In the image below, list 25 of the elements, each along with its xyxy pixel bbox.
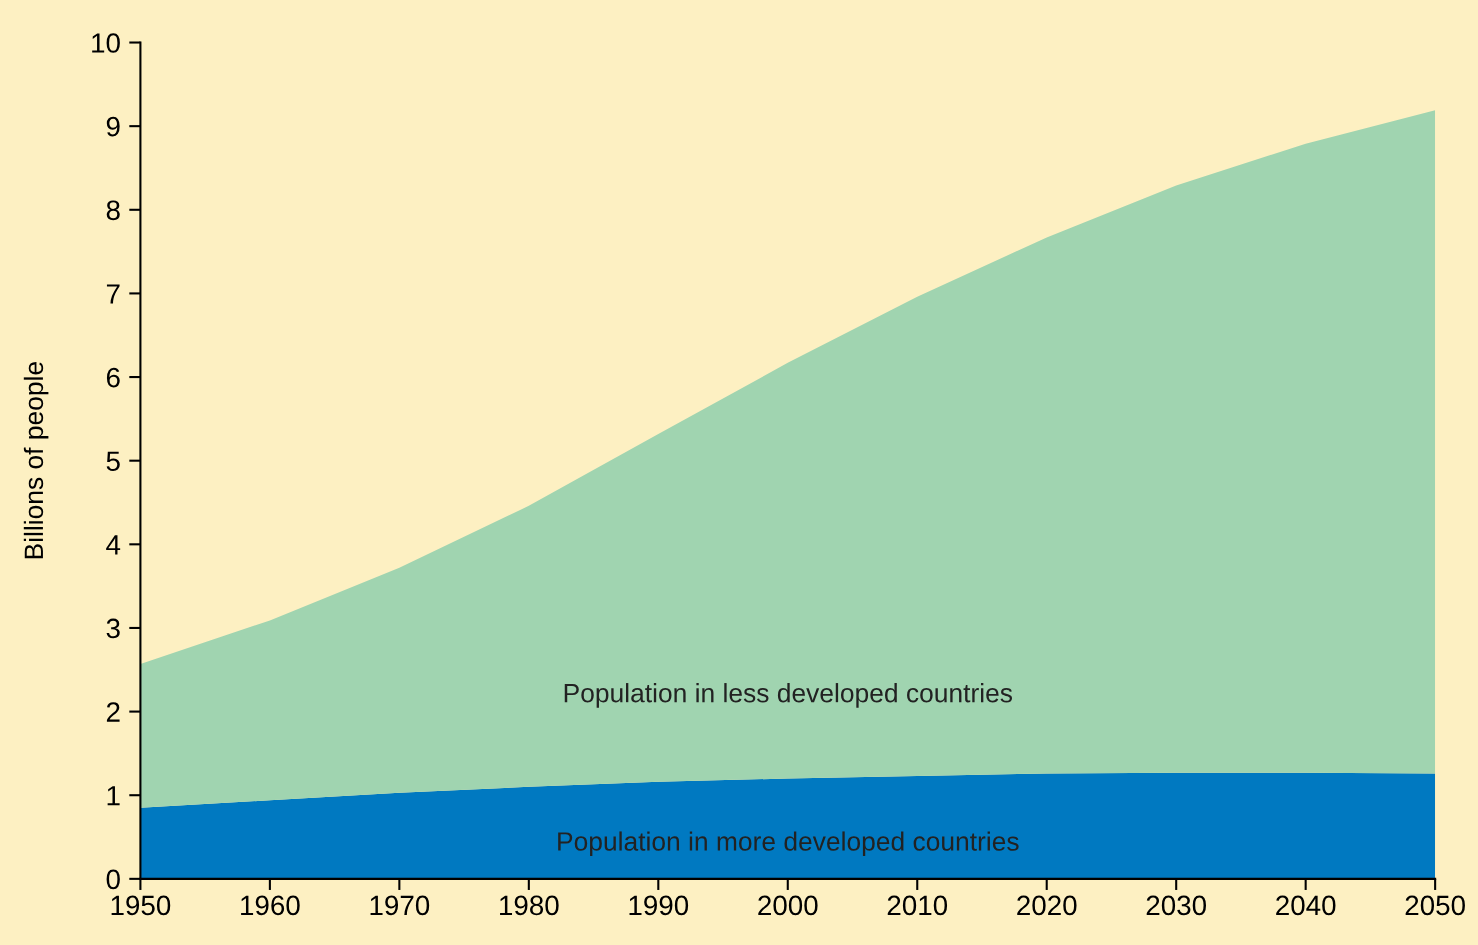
y-tick-label: 1 [107,786,120,806]
x-tick-label: 1950 [111,895,171,916]
y-tick-label: 4 [106,535,121,555]
y-tick-label: 2 [106,702,120,722]
series-label: Population in less developed countries [564,683,1013,708]
y-tick-label: 5 [106,451,120,472]
x-tick-label: 2010 [887,895,948,916]
x-tick-label: 2030 [1146,895,1207,916]
y-tick-label: 8 [106,200,120,221]
y-tick-label: 6 [106,367,120,388]
y-tick-label: 7 [106,284,120,304]
y-tick-label: 0 [106,869,120,890]
x-tick-label: 2050 [1405,895,1465,916]
x-tick-label: 1990 [629,895,689,916]
y-tick-label: 9 [106,116,120,137]
series-label: Population in more developed countries [558,831,1019,857]
y-tick-label: 10 [92,33,120,53]
x-tick-label: 2020 [1017,895,1077,916]
y-axis-title: Billions of people [23,362,49,559]
y-tick-label: 3 [106,618,120,639]
x-tick-label: 1970 [370,895,430,916]
x-tick-label: 1980 [500,895,559,916]
x-tick-label: 1960 [241,895,300,916]
x-tick-label: 2040 [1276,895,1336,916]
x-tick-label: 2000 [758,895,818,916]
